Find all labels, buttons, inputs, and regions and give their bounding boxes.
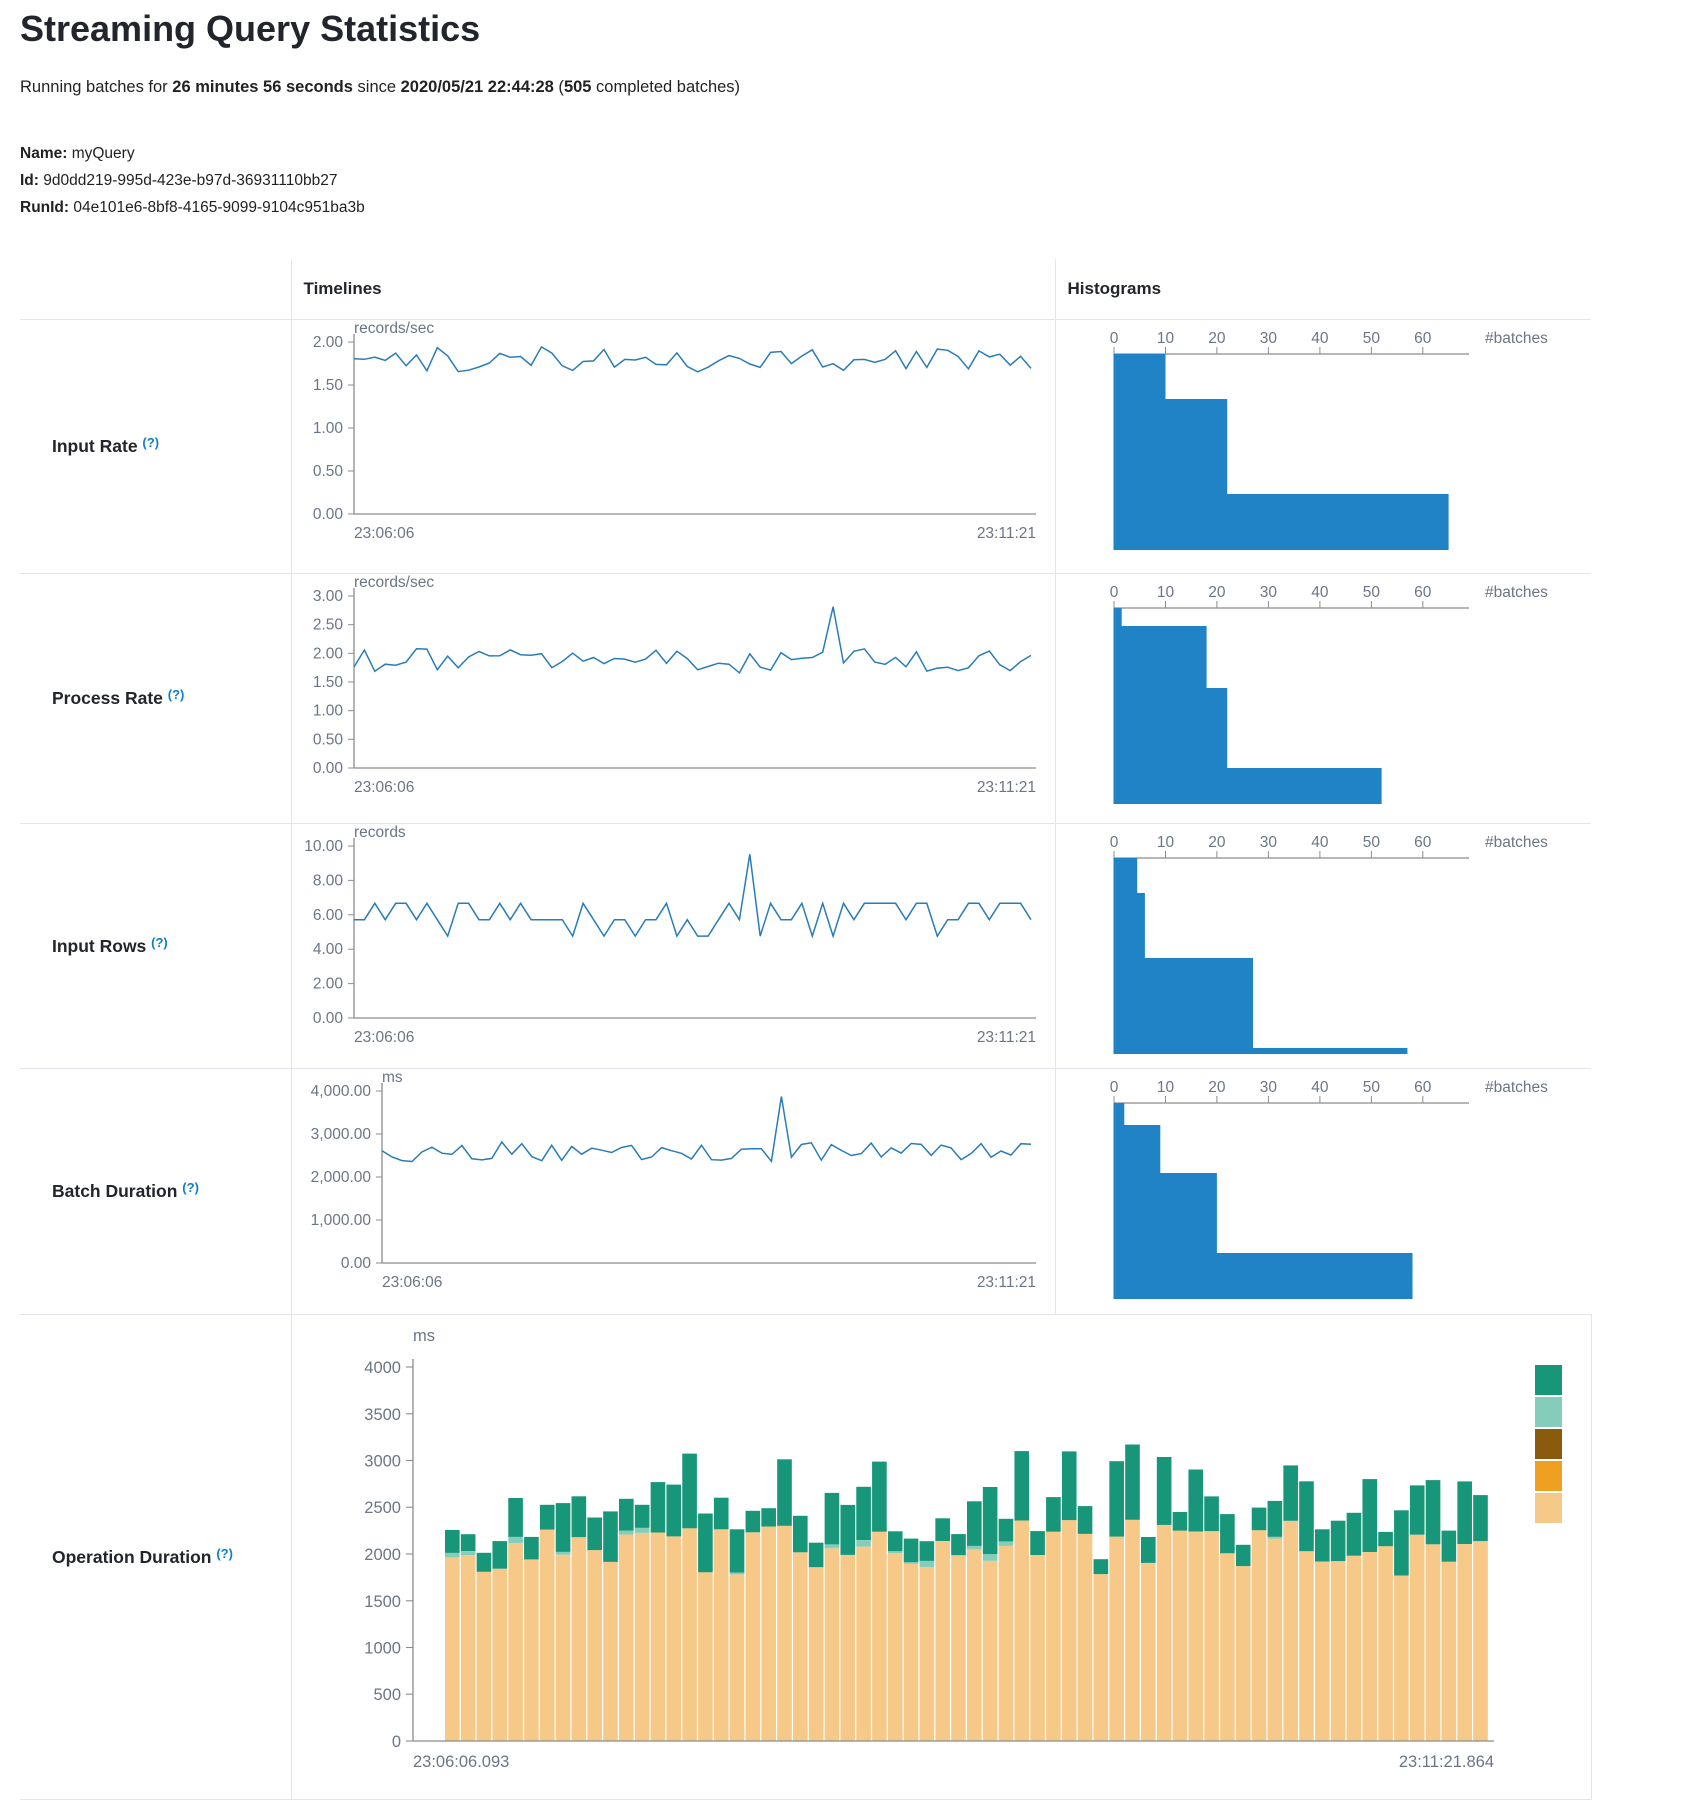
svg-text:8.00: 8.00 bbox=[312, 872, 343, 889]
svg-text:2.00: 2.00 bbox=[312, 334, 343, 351]
svg-text:0.00: 0.00 bbox=[312, 506, 343, 523]
svg-text:500: 500 bbox=[373, 1686, 401, 1704]
svg-text:records/sec: records/sec bbox=[354, 574, 434, 591]
svg-text:60: 60 bbox=[1414, 834, 1432, 851]
svg-text:0: 0 bbox=[1109, 584, 1118, 601]
svg-text:20: 20 bbox=[1208, 1079, 1226, 1096]
svg-text:50: 50 bbox=[1362, 330, 1380, 347]
svg-text:40: 40 bbox=[1311, 834, 1329, 851]
svg-text:1500: 1500 bbox=[364, 1593, 401, 1611]
svg-text:30: 30 bbox=[1259, 584, 1277, 601]
svg-text:50: 50 bbox=[1362, 584, 1380, 601]
svg-text:30: 30 bbox=[1259, 330, 1277, 347]
svg-text:0.00: 0.00 bbox=[312, 1010, 343, 1027]
svg-text:3500: 3500 bbox=[364, 1406, 401, 1424]
svg-text:30: 30 bbox=[1259, 834, 1277, 851]
svg-text:records/sec: records/sec bbox=[354, 320, 434, 337]
svg-text:1.00: 1.00 bbox=[312, 420, 343, 437]
svg-text:20: 20 bbox=[1208, 584, 1226, 601]
svg-text:23:06:06: 23:06:06 bbox=[354, 1029, 414, 1046]
svg-text:50: 50 bbox=[1362, 834, 1380, 851]
svg-text:1.00: 1.00 bbox=[312, 703, 343, 720]
svg-text:0.00: 0.00 bbox=[312, 760, 343, 777]
svg-text:20: 20 bbox=[1208, 834, 1226, 851]
svg-text:23:11:21.864: 23:11:21.864 bbox=[1398, 1753, 1493, 1771]
svg-text:3000: 3000 bbox=[364, 1453, 401, 1471]
svg-text:23:06:06: 23:06:06 bbox=[354, 779, 414, 796]
svg-text:10: 10 bbox=[1156, 1079, 1174, 1096]
svg-text:0: 0 bbox=[1109, 330, 1118, 347]
svg-text:0: 0 bbox=[1109, 1079, 1118, 1096]
svg-text:23:06:06.093: 23:06:06.093 bbox=[413, 1753, 509, 1771]
svg-text:2,000.00: 2,000.00 bbox=[310, 1169, 371, 1186]
svg-text:30: 30 bbox=[1259, 1079, 1277, 1096]
svg-text:0.50: 0.50 bbox=[312, 463, 343, 480]
svg-text:2.50: 2.50 bbox=[312, 617, 343, 634]
svg-text:0.00: 0.00 bbox=[340, 1255, 371, 1272]
svg-text:0.50: 0.50 bbox=[312, 731, 343, 748]
svg-text:10: 10 bbox=[1156, 330, 1174, 347]
svg-text:23:06:06: 23:06:06 bbox=[382, 1274, 442, 1291]
svg-text:4.00: 4.00 bbox=[312, 941, 343, 958]
svg-text:60: 60 bbox=[1414, 1079, 1432, 1096]
svg-text:#batches: #batches bbox=[1485, 330, 1548, 347]
svg-text:23:11:21: 23:11:21 bbox=[976, 779, 1035, 796]
svg-text:50: 50 bbox=[1362, 1079, 1380, 1096]
svg-text:23:11:21: 23:11:21 bbox=[976, 1029, 1035, 1046]
svg-text:records: records bbox=[354, 824, 406, 841]
svg-text:60: 60 bbox=[1414, 330, 1432, 347]
svg-text:ms: ms bbox=[413, 1327, 435, 1345]
svg-text:10: 10 bbox=[1156, 584, 1174, 601]
svg-text:23:06:06: 23:06:06 bbox=[354, 525, 414, 542]
svg-text:20: 20 bbox=[1208, 330, 1226, 347]
svg-text:2.00: 2.00 bbox=[312, 645, 343, 662]
svg-text:3.00: 3.00 bbox=[312, 588, 343, 605]
svg-text:1,000.00: 1,000.00 bbox=[310, 1212, 371, 1229]
svg-text:1000: 1000 bbox=[364, 1640, 401, 1658]
svg-text:4,000.00: 4,000.00 bbox=[310, 1083, 371, 1100]
svg-text:0: 0 bbox=[391, 1733, 400, 1751]
svg-text:2500: 2500 bbox=[364, 1499, 401, 1517]
svg-text:#batches: #batches bbox=[1485, 1079, 1548, 1096]
svg-text:0: 0 bbox=[1109, 834, 1118, 851]
svg-text:23:11:21: 23:11:21 bbox=[976, 525, 1035, 542]
svg-text:ms: ms bbox=[382, 1069, 403, 1086]
svg-text:2.00: 2.00 bbox=[312, 976, 343, 993]
svg-text:6.00: 6.00 bbox=[312, 907, 343, 924]
svg-text:1.50: 1.50 bbox=[312, 377, 343, 394]
svg-text:10: 10 bbox=[1156, 834, 1174, 851]
svg-text:#batches: #batches bbox=[1485, 834, 1548, 851]
svg-text:10.00: 10.00 bbox=[304, 838, 343, 855]
svg-text:23:11:21: 23:11:21 bbox=[976, 1274, 1035, 1291]
svg-text:60: 60 bbox=[1414, 584, 1432, 601]
svg-text:4000: 4000 bbox=[364, 1359, 401, 1377]
svg-text:3,000.00: 3,000.00 bbox=[310, 1126, 371, 1143]
svg-text:2000: 2000 bbox=[364, 1546, 401, 1564]
svg-text:40: 40 bbox=[1311, 584, 1329, 601]
svg-text:#batches: #batches bbox=[1485, 584, 1548, 601]
svg-text:1.50: 1.50 bbox=[312, 674, 343, 691]
svg-text:40: 40 bbox=[1311, 330, 1329, 347]
svg-text:40: 40 bbox=[1311, 1079, 1329, 1096]
